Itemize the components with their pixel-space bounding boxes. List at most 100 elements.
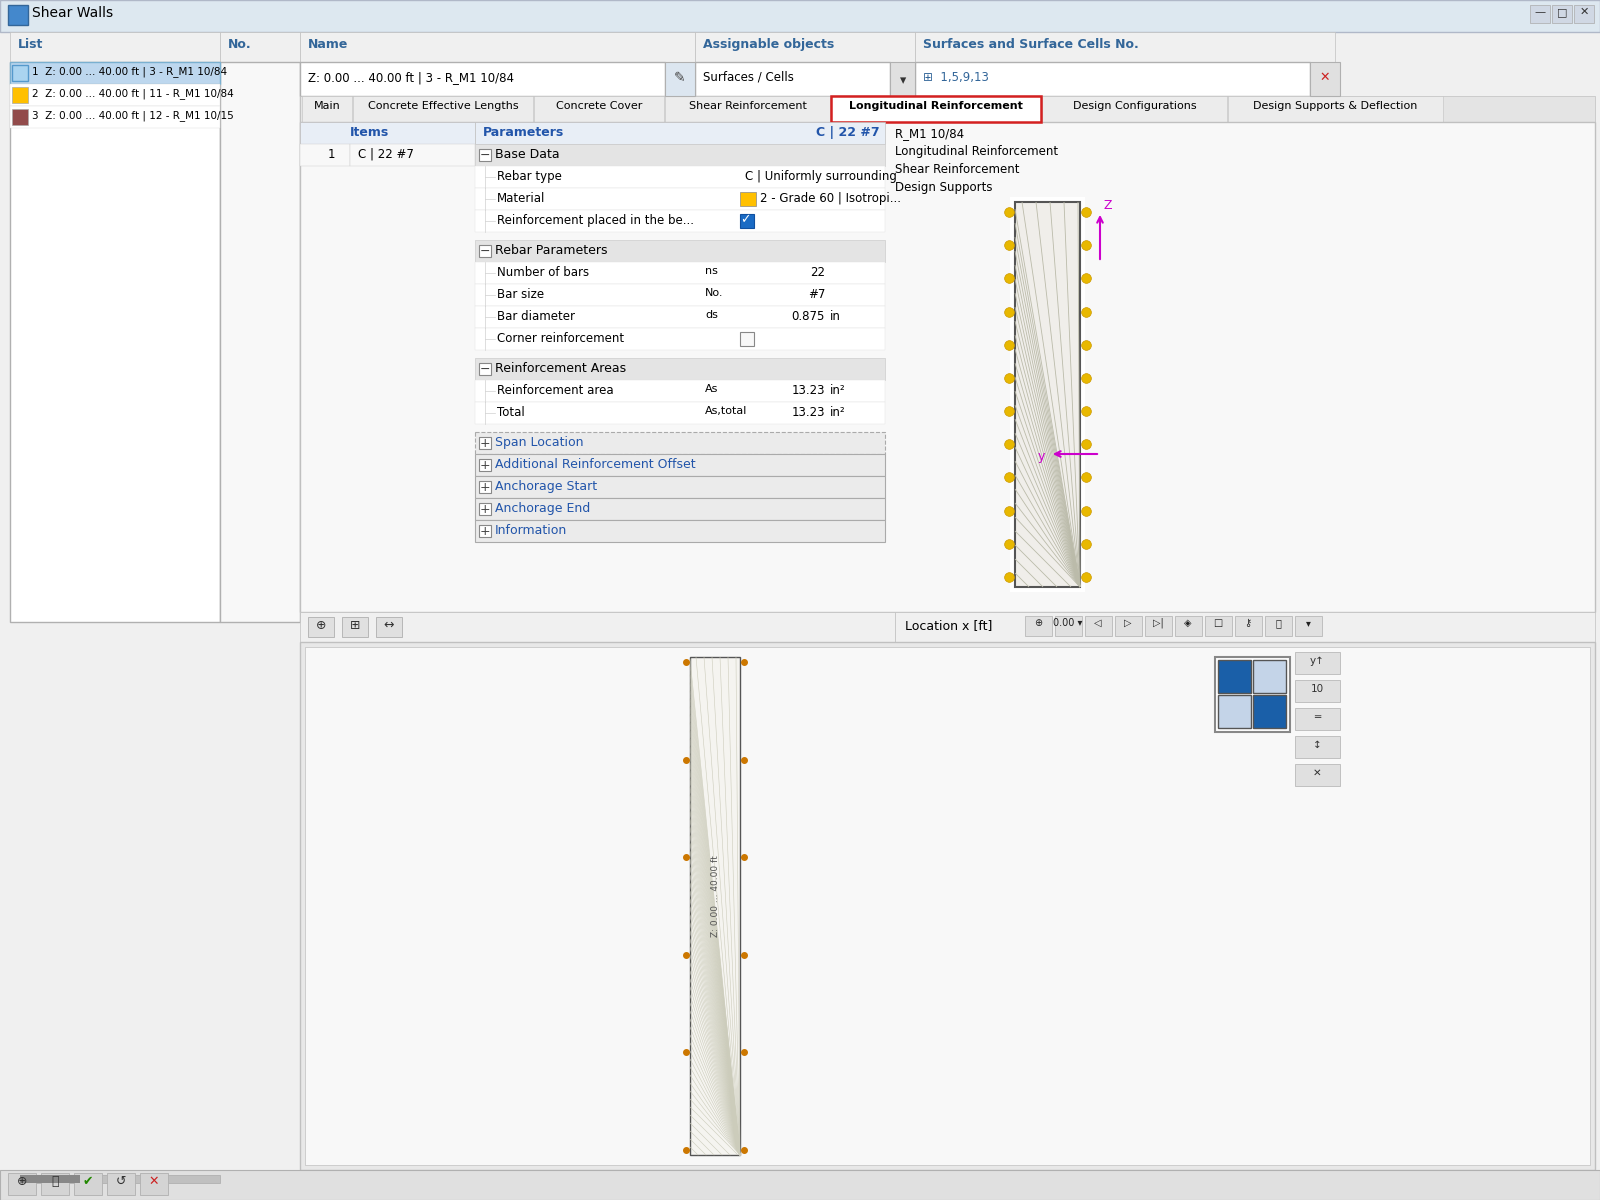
- Bar: [475, 144, 885, 166]
- Bar: [376, 617, 402, 637]
- Text: Main: Main: [314, 101, 341, 110]
- Bar: [1054, 616, 1082, 636]
- Text: 1: 1: [328, 148, 334, 161]
- Bar: [475, 498, 885, 520]
- Text: +: +: [480, 526, 491, 538]
- Bar: [19, 1175, 80, 1183]
- Text: 🖨: 🖨: [1275, 618, 1282, 628]
- Text: R_M1 10/84: R_M1 10/84: [894, 127, 965, 140]
- Bar: [739, 332, 754, 346]
- Text: 2 - Grade 60 | Isotropi...: 2 - Grade 60 | Isotropi...: [760, 192, 901, 205]
- Text: y↑: y↑: [1309, 656, 1325, 666]
- Text: ✎: ✎: [674, 71, 686, 85]
- Bar: [894, 612, 1595, 642]
- Bar: [1229, 96, 1443, 122]
- Text: Total: Total: [498, 406, 525, 419]
- Bar: [478, 526, 491, 538]
- Text: 1  Z: 0.00 ... 40.00 ft | 3 - R_M1 10/84: 1 Z: 0.00 ... 40.00 ft | 3 - R_M1 10/84: [32, 66, 227, 77]
- Bar: [1310, 62, 1341, 96]
- Bar: [475, 476, 885, 498]
- Text: No.: No.: [229, 38, 251, 50]
- Text: in²: in²: [830, 406, 846, 419]
- Bar: [1552, 5, 1571, 23]
- Text: —: —: [1534, 7, 1546, 17]
- Text: Design Supports & Deflection: Design Supports & Deflection: [1253, 101, 1418, 110]
- Text: +: +: [480, 481, 491, 494]
- Bar: [475, 454, 885, 476]
- Bar: [0, 0, 1600, 32]
- Bar: [1235, 616, 1262, 636]
- Bar: [1253, 660, 1286, 692]
- Text: Number of bars: Number of bars: [498, 266, 589, 278]
- Text: in²: in²: [830, 384, 846, 397]
- Bar: [1010, 197, 1085, 592]
- Text: Material: Material: [498, 192, 546, 205]
- Bar: [301, 144, 350, 166]
- Bar: [1174, 616, 1202, 636]
- Text: +: +: [480, 503, 491, 516]
- Bar: [8, 1174, 35, 1195]
- Text: ◁: ◁: [1094, 618, 1102, 628]
- Text: As,total: As,total: [706, 406, 747, 416]
- Bar: [475, 188, 885, 210]
- Bar: [342, 617, 368, 637]
- Bar: [1530, 5, 1550, 23]
- Text: Concrete Effective Lengths: Concrete Effective Lengths: [368, 101, 518, 110]
- Bar: [475, 262, 885, 284]
- Bar: [10, 106, 221, 128]
- Text: Rebar type: Rebar type: [498, 170, 562, 182]
- Bar: [1218, 660, 1251, 692]
- Text: y: y: [1038, 450, 1045, 463]
- Text: ↕: ↕: [1312, 740, 1322, 750]
- Text: ↔: ↔: [384, 619, 394, 632]
- Bar: [301, 122, 475, 144]
- Bar: [350, 144, 475, 166]
- Text: Z: 0.00 ... 40.00 ft | 3 - R_M1 10/84: Z: 0.00 ... 40.00 ft | 3 - R_M1 10/84: [307, 71, 514, 84]
- Bar: [1214, 658, 1290, 732]
- Bar: [1294, 736, 1341, 758]
- Text: ⚷: ⚷: [1245, 618, 1251, 628]
- Bar: [478, 149, 491, 161]
- Bar: [13, 86, 29, 103]
- Bar: [915, 32, 1334, 62]
- Text: Anchorage Start: Anchorage Start: [494, 480, 597, 493]
- Text: Shear Reinforcement: Shear Reinforcement: [688, 101, 806, 110]
- Bar: [478, 245, 491, 257]
- Text: Parameters: Parameters: [483, 126, 565, 139]
- Bar: [475, 380, 885, 402]
- Bar: [475, 306, 885, 328]
- Bar: [301, 62, 666, 96]
- Bar: [1218, 695, 1251, 728]
- Text: ⊞: ⊞: [350, 619, 360, 632]
- Text: Concrete Cover: Concrete Cover: [555, 101, 642, 110]
- Bar: [890, 62, 915, 96]
- Text: Surfaces and Surface Cells No.: Surfaces and Surface Cells No.: [923, 38, 1139, 50]
- Text: Location x [ft]: Location x [ft]: [906, 619, 992, 632]
- Text: ▾: ▾: [899, 74, 906, 86]
- Bar: [302, 96, 352, 122]
- Bar: [475, 432, 885, 454]
- Text: Z: Z: [1102, 199, 1112, 212]
- Bar: [301, 96, 1595, 122]
- Bar: [475, 122, 885, 144]
- Text: ═: ═: [1314, 712, 1320, 722]
- Bar: [0, 1170, 1600, 1200]
- Bar: [1266, 616, 1293, 636]
- Bar: [1042, 96, 1227, 122]
- Bar: [13, 109, 29, 125]
- Bar: [1294, 616, 1322, 636]
- Bar: [1085, 616, 1112, 636]
- Bar: [1574, 5, 1594, 23]
- Bar: [1014, 202, 1080, 587]
- Text: C | Uniformly surrounding: C | Uniformly surrounding: [746, 170, 898, 182]
- Bar: [42, 1174, 69, 1195]
- Bar: [1294, 764, 1341, 786]
- Bar: [1014, 202, 1080, 587]
- Text: ✕: ✕: [1320, 71, 1330, 84]
- Text: ⊕: ⊕: [315, 619, 326, 632]
- Bar: [10, 1175, 221, 1183]
- Bar: [478, 437, 491, 449]
- Bar: [915, 62, 1310, 96]
- Text: C | 22 #7: C | 22 #7: [816, 126, 880, 139]
- Bar: [666, 62, 694, 96]
